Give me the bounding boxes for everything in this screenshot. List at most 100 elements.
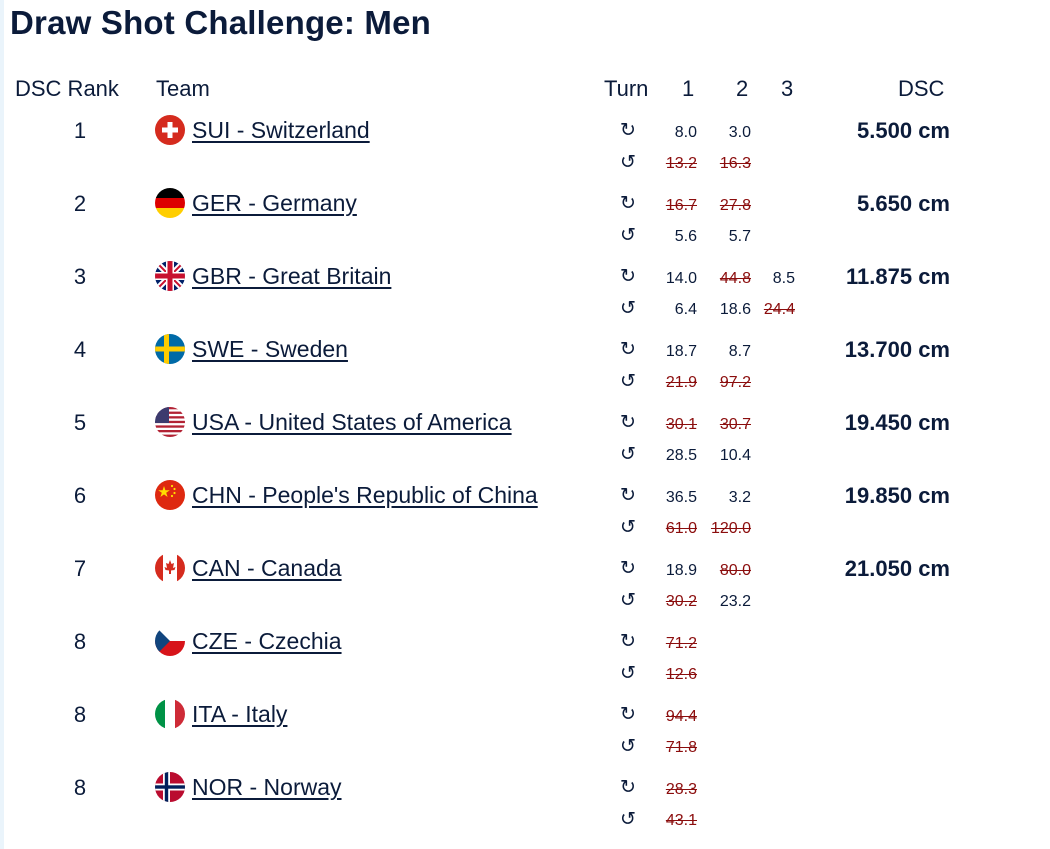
table-row: 3 GBR - Great Britain ↻ ↺ 14.0 44.8 8.5 6.4 18.6… <box>0 258 1050 331</box>
cw-end-2-value: 27.8 <box>719 197 751 214</box>
norway-flag-icon <box>155 772 185 802</box>
rank-cell: 8 <box>73 775 87 800</box>
dsc-value: 19.450 cm <box>844 410 950 435</box>
dsc-value: 21.050 cm <box>844 556 950 581</box>
team-link[interactable]: CHN - People's Republic of China <box>192 482 538 508</box>
table-row: 8 NOR - Norway ↻ ↺ 28.3 43.1 <box>0 769 1050 842</box>
team-link[interactable]: SUI - Switzerland <box>192 117 370 143</box>
ccw-end-1-value: 61.0 <box>665 520 697 537</box>
table-row: 1 SUI - Switzerland ↻ ↺ 8.0 3.0 13.2 16.3 5.500 … <box>0 112 1050 185</box>
dsc-value: 19.850 cm <box>844 483 950 508</box>
clockwise-turn-icon: ↻ <box>620 266 636 287</box>
clockwise-turn-icon: ↻ <box>620 339 636 360</box>
ccw-end-1-value: 12.6 <box>665 666 697 683</box>
rank-cell: 8 <box>73 629 87 654</box>
counterclockwise-turn-icon: ↺ <box>620 736 636 757</box>
rank-cell: 1 <box>73 118 87 143</box>
dsc-value: 11.875 cm <box>846 264 950 289</box>
czechia-flag-icon <box>155 626 185 656</box>
ccw-end-2-value: 5.7 <box>728 228 751 245</box>
page-title: Draw Shot Challenge: Men <box>10 4 432 41</box>
rank-cell: 6 <box>73 483 87 508</box>
counterclockwise-turn-icon: ↺ <box>620 663 636 684</box>
team-link[interactable]: GBR - Great Britain <box>192 263 392 289</box>
header-turn: Turn <box>604 76 649 101</box>
cw-end-2-value: 8.7 <box>728 343 751 360</box>
cw-end-1-value: 14.0 <box>665 270 697 287</box>
counterclockwise-turn-icon: ↺ <box>620 152 636 173</box>
team-link[interactable]: CZE - Czechia <box>192 628 342 654</box>
clockwise-turn-icon: ↻ <box>620 558 636 579</box>
dsc-value: 5.650 cm <box>857 191 950 216</box>
rank-cell: 5 <box>73 410 87 435</box>
ccw-end-2-value: 23.2 <box>719 593 751 610</box>
cw-end-1-value: 18.7 <box>665 343 697 360</box>
cw-end-1-value: 16.7 <box>665 197 697 214</box>
sweden-flag-icon <box>155 334 185 364</box>
rank-cell: 3 <box>73 264 87 289</box>
table-row: 4 SWE - Sweden ↻ ↺ 18.7 8.7 21.9 97.2 13.700 cm <box>0 331 1050 404</box>
team-link[interactable]: NOR - Norway <box>192 774 342 800</box>
ccw-end-1-value: 13.2 <box>665 155 697 172</box>
team-link[interactable]: USA - United States of America <box>192 409 512 435</box>
team-link[interactable]: ITA - Italy <box>192 701 288 727</box>
ccw-end-2-value: 10.4 <box>719 447 751 464</box>
counterclockwise-turn-icon: ↺ <box>620 517 636 538</box>
counterclockwise-turn-icon: ↺ <box>620 444 636 465</box>
ccw-end-1-value: 43.1 <box>665 812 697 829</box>
cw-end-1-value: 36.5 <box>665 489 697 506</box>
counterclockwise-turn-icon: ↺ <box>620 590 636 611</box>
team-link[interactable]: GER - Germany <box>192 190 357 216</box>
header-dsc-rank: DSC Rank <box>15 76 119 101</box>
team-link[interactable]: SWE - Sweden <box>192 336 348 362</box>
ccw-end-2-value: 120.0 <box>710 520 751 537</box>
team-link[interactable]: CAN - Canada <box>192 555 342 581</box>
cw-end-2-value: 3.0 <box>728 124 751 141</box>
header-dsc: DSC <box>898 76 945 101</box>
counterclockwise-turn-icon: ↺ <box>620 371 636 392</box>
ccw-end-1-value: 28.5 <box>665 447 697 464</box>
header-team: Team <box>156 76 210 101</box>
ccw-end-2-value: 18.6 <box>719 301 751 318</box>
ccw-end-1-value: 71.8 <box>665 739 697 756</box>
clockwise-turn-icon: ↻ <box>620 412 636 433</box>
dsc-value: 13.700 cm <box>844 337 950 362</box>
counterclockwise-turn-icon: ↺ <box>620 809 636 830</box>
cw-end-2-value: 80.0 <box>719 562 751 579</box>
cw-end-2-value: 44.8 <box>719 270 751 287</box>
usa-flag-icon <box>155 407 185 437</box>
cw-end-1-value: 18.9 <box>665 562 697 579</box>
cw-end-3-value: 8.5 <box>772 270 795 287</box>
cw-end-2-value: 3.2 <box>728 489 751 506</box>
page-left-edge <box>0 0 4 849</box>
header-end-1: 1 <box>682 76 695 101</box>
clockwise-turn-icon: ↻ <box>620 631 636 652</box>
clockwise-turn-icon: ↻ <box>620 704 636 725</box>
dsc-value: 5.500 cm <box>857 118 950 143</box>
table-row: 5 USA - United States of America ↻ ↺ 30.1 30.… <box>0 404 1050 477</box>
ccw-end-1-value: 6.4 <box>674 301 697 318</box>
ccw-end-2-value: 97.2 <box>719 374 751 391</box>
italy-flag-icon <box>155 699 185 729</box>
clockwise-turn-icon: ↻ <box>620 120 636 141</box>
header-end-2: 2 <box>736 76 749 101</box>
clockwise-turn-icon: ↻ <box>620 485 636 506</box>
ccw-end-1-value: 21.9 <box>665 374 697 391</box>
table-row: 7 CAN - Canada ↻ ↺ 18.9 80.0 30.2 23.2 21.050 cm <box>0 550 1050 623</box>
table-row: 8 CZE - Czechia ↻ ↺ 71.2 12.6 <box>0 623 1050 696</box>
china-flag-icon <box>155 480 185 510</box>
cw-end-1-value: 94.4 <box>665 708 697 725</box>
table-row: 8 ITA - Italy ↻ ↺ 94.4 71.8 <box>0 696 1050 769</box>
cw-end-1-value: 8.0 <box>674 124 697 141</box>
ccw-end-1-value: 30.2 <box>665 593 697 610</box>
counterclockwise-turn-icon: ↺ <box>620 298 636 319</box>
table-row: 2 GER - Germany ↻ ↺ 16.7 27.8 5.6 5.7 5.650 cm <box>0 185 1050 258</box>
cw-end-2-value: 30.7 <box>719 416 751 433</box>
rank-cell: 4 <box>73 337 87 362</box>
rank-cell: 8 <box>73 702 87 727</box>
canada-flag-icon <box>155 553 185 583</box>
ccw-end-1-value: 5.6 <box>674 228 697 245</box>
counterclockwise-turn-icon: ↺ <box>620 225 636 246</box>
ccw-end-2-value: 16.3 <box>719 155 751 172</box>
clockwise-turn-icon: ↻ <box>620 193 636 214</box>
